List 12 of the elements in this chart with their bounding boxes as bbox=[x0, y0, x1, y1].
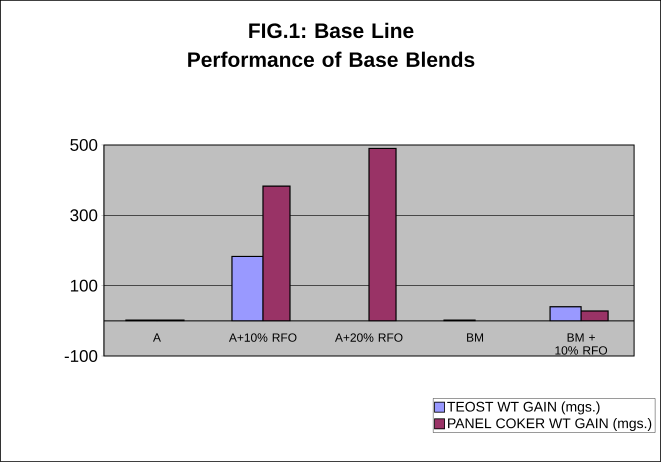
x-tick-label: A+20% RFO bbox=[334, 333, 402, 342]
y-tick-label: 500 bbox=[70, 138, 98, 151]
legend-label: PANEL COKER WT GAIN (mgs.) bbox=[448, 418, 652, 432]
y-tick-label: -100 bbox=[64, 350, 98, 362]
chart-title: FIG.1: Base Line Performance of Base Blends bbox=[188, 22, 474, 68]
x-tick-label: A+10% RFO bbox=[228, 333, 296, 342]
y-tick-label: 100 bbox=[70, 280, 98, 292]
x-tick-label: BM bbox=[467, 333, 484, 342]
x-tick-label: A bbox=[152, 333, 161, 342]
y-tick-label: 300 bbox=[70, 209, 98, 222]
legend-label: TEOST WT GAIN (mgs.) bbox=[447, 401, 600, 414]
x-tick-label: BM + 10% RFO bbox=[555, 333, 608, 355]
